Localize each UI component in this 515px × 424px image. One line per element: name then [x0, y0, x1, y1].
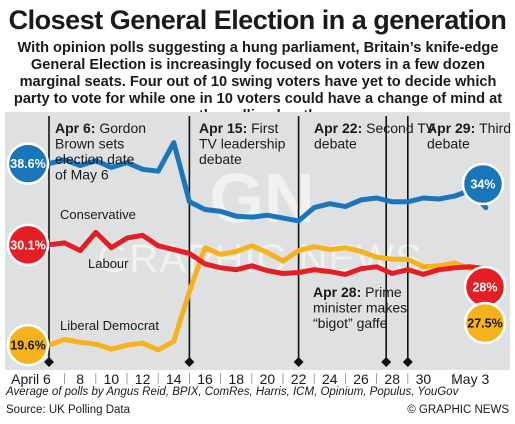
series-lines: [46, 140, 489, 353]
series-line: [46, 243, 489, 353]
end-value-bubble-text: 34%: [470, 178, 495, 192]
credit-note: © GRAPHIC NEWS: [407, 404, 509, 416]
annotation-line: election date: [55, 151, 135, 167]
x-tick-label: 8: [76, 371, 84, 387]
page-title: Closest General Election in a generation: [8, 5, 507, 35]
event-marker: [402, 357, 413, 367]
x-tick-label: 18: [228, 371, 244, 387]
annotation-line: “bigot” gaffe: [313, 315, 388, 331]
x-tick-label: 28: [384, 371, 400, 387]
annotation-line: minister makes: [313, 300, 407, 316]
annotation-date: Apr 29:: [427, 120, 479, 136]
annotation-date: Apr 15:: [199, 120, 251, 136]
event-marker: [44, 357, 54, 367]
annotation-line: debate: [199, 151, 242, 167]
x-tick-label: 10: [104, 371, 120, 387]
end-value-bubble-text: 27.5%: [467, 317, 502, 331]
annotation-line: First: [251, 120, 278, 136]
event-annotation: Apr 15: First TV leadership debate: [199, 120, 286, 167]
x-tick-label: 12: [135, 371, 151, 387]
end-value-bubble-circle: [461, 162, 505, 206]
event-annotation: Apr 6: Gordon Brown sets election date of M…: [55, 120, 146, 183]
annotation-line: Brown sets: [55, 136, 124, 152]
x-tick-label: 26: [353, 371, 369, 387]
value-bubbles: 38.6% 34% 30.1% 28% 19.6% 27.5%: [6, 142, 507, 367]
annotation-date: Apr 28:: [313, 284, 365, 300]
x-tick-label: May 3: [451, 371, 489, 387]
start-value-bubble-text: 38.6%: [10, 157, 45, 171]
source-note: Source: UK Polling Data: [6, 404, 131, 416]
start-value-bubble-circle: [6, 323, 50, 367]
footnote: Average of polls by Angus Reid, BPIX, Co…: [6, 386, 459, 398]
annotation-line: debate: [427, 136, 470, 152]
annotation-line: debate: [314, 136, 357, 152]
x-tick-label: 20: [260, 371, 276, 387]
event-marker: [381, 357, 392, 367]
event-annotation: Apr 22: Second TV debate: [314, 120, 436, 152]
event-annotation: Apr 29: Third TV debate: [427, 120, 515, 152]
annotation-line: Prime: [365, 284, 402, 300]
x-tick-label: 30: [416, 371, 432, 387]
series-name-label: Liberal Democrat: [60, 318, 159, 333]
start-value-bubble-circle: [6, 142, 50, 185]
start-value-bubble-text: 30.1%: [10, 238, 45, 252]
event-annotation: Apr 28: Prime minister makes “bigot” gaffe: [313, 284, 407, 331]
x-tick-label: 16: [197, 371, 213, 387]
x-tick-label: 14: [166, 371, 182, 387]
annotation-line: Second TV: [366, 120, 436, 136]
annotation-line: Third TV: [479, 120, 515, 136]
start-value-bubble-text: 19.6%: [10, 339, 45, 353]
end-value-bubble-text: 28%: [472, 281, 497, 295]
event-marker: [184, 357, 195, 367]
series-line: [46, 140, 489, 224]
watermark-logo: GN: [210, 159, 315, 237]
x-axis: April 6 8 10 12 14 16 18 20 22 24 26 28 30 May 3: [5, 370, 510, 387]
series-name-label: Conservative: [60, 207, 136, 222]
series-line: [46, 229, 489, 277]
end-value-bubble-circle: [463, 301, 507, 345]
x-tick-label: 22: [291, 371, 307, 387]
event-lines: [44, 116, 413, 367]
watermark-text: GRAPHIC NEWS: [97, 237, 422, 281]
event-annotations: Apr 6: Gordon Brown sets election date of M…: [55, 120, 515, 331]
start-value-bubble-circle: [6, 223, 50, 267]
annotation-line: Gordon: [99, 120, 146, 136]
annotation-date: Apr 22:: [314, 120, 366, 136]
series-labels: Conservative Labour Liberal Democrat: [60, 207, 159, 333]
x-tick-label: April 6: [11, 371, 51, 387]
axis-band: [5, 370, 510, 386]
series-name-label: Labour: [88, 256, 129, 271]
annotation-date: Apr 6:: [55, 120, 99, 136]
event-marker: [293, 357, 304, 367]
annotation-line: TV leadership: [199, 136, 286, 152]
x-tick-label: 24: [322, 371, 338, 387]
annotation-line: of May 6: [55, 167, 109, 183]
